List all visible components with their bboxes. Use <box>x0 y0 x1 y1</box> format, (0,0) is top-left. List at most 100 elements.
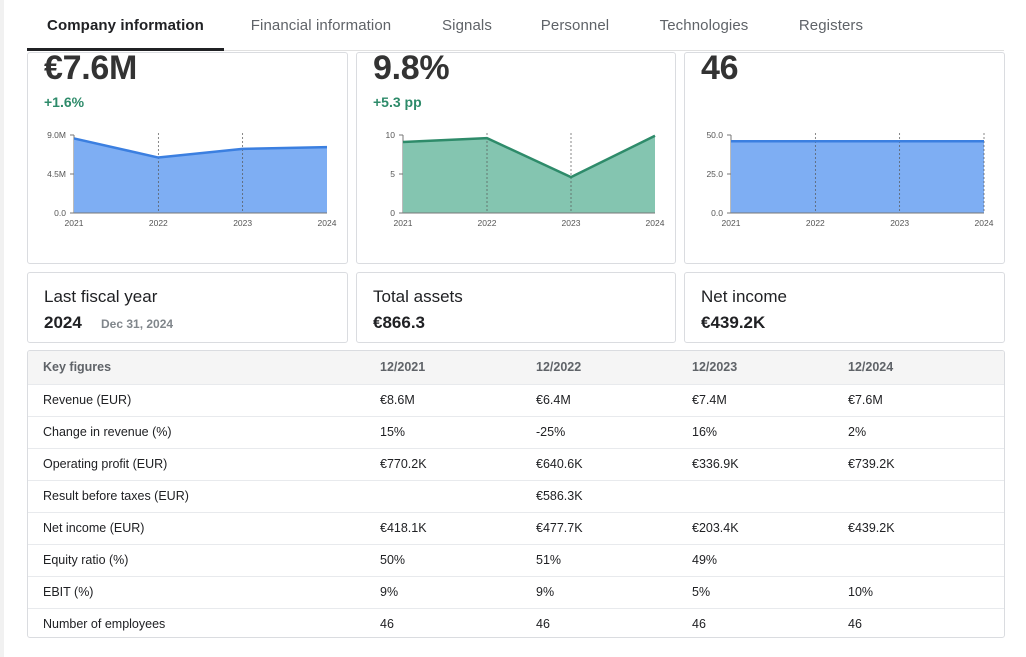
table-cell: €477.7K <box>536 511 692 544</box>
column-header: 12/2022 <box>536 360 582 375</box>
ebit-metric-card: 9.8% +5.3 pp 10 5 0 2021 2022 2023 2024 <box>356 52 676 264</box>
table-cell: 2% <box>848 415 1004 448</box>
table-row: Operating profit (EUR) €770.2K €640.6K €336… <box>28 447 1004 480</box>
x-tick-label: 2022 <box>149 218 168 228</box>
x-tick-label: 2024 <box>975 218 994 228</box>
metric-value: €7.6M <box>44 52 137 87</box>
table-cell: -25% <box>536 415 692 448</box>
tab-signals[interactable]: Signals <box>442 16 492 34</box>
y-tick-label: 5 <box>390 169 395 179</box>
table-row: Net income (EUR) €418.1K €477.7K €203.4K €43… <box>28 511 1004 544</box>
table-cell <box>380 479 536 512</box>
x-tick-label: 2023 <box>890 218 909 228</box>
y-tick-label: 25.0 <box>706 169 723 179</box>
info-value: 2024 <box>44 313 82 332</box>
tab-financial-information[interactable]: Financial information <box>250 16 392 34</box>
table-cell: 16% <box>692 415 848 448</box>
key-figures-table-card: Key figures 12/2021 12/2022 12/2023 12/2… <box>27 350 1005 638</box>
row-label: Revenue (EUR) <box>28 383 380 416</box>
table-row: EBIT (%) 9% 9% 5% 10% <box>28 575 1004 608</box>
table-cell <box>848 479 1004 512</box>
series-area <box>403 135 655 213</box>
column-header: 12/2024 <box>848 360 894 375</box>
table-cell: €770.2K <box>380 447 536 480</box>
active-tab-indicator <box>27 48 224 51</box>
row-label: Result before taxes (EUR) <box>28 479 380 512</box>
row-label: Change in revenue (%) <box>28 415 380 448</box>
table-cell: €439.2K <box>848 511 1004 544</box>
table-cell: 9% <box>380 575 536 608</box>
y-tick-label: 10 <box>386 130 396 140</box>
x-tick-label: 2022 <box>806 218 825 228</box>
x-tick-label: 2024 <box>646 218 665 228</box>
x-tick-label: 2024 <box>318 218 337 228</box>
table-cell <box>692 479 848 512</box>
table-row: Change in revenue (%) 15% -25% 16% 2% <box>28 415 1004 448</box>
series-area <box>74 138 327 213</box>
employees-metric-card: 46 50.0 25.0 0.0 2021 2022 2023 2024 <box>684 52 1005 264</box>
column-header: Key figures <box>43 360 112 375</box>
table-cell: €418.1K <box>380 511 536 544</box>
total-assets-card: Total assets €866.3 <box>356 272 676 343</box>
key-figures-table: Key figures 12/2021 12/2022 12/2023 12/2… <box>28 351 1004 637</box>
x-tick-label: 2022 <box>478 218 497 228</box>
series-line <box>73 137 328 159</box>
x-tick-label: 2021 <box>394 218 413 228</box>
table-cell: €203.4K <box>692 511 848 544</box>
y-tick-label: 9.0M <box>47 130 66 140</box>
table-cell: €336.9K <box>692 447 848 480</box>
metric-change: +1.6% <box>44 94 85 110</box>
table-cell: 50% <box>380 543 536 576</box>
x-tick-label: 2023 <box>562 218 581 228</box>
tab-company-information[interactable]: Company information <box>47 16 204 34</box>
table-row: Result before taxes (EUR) €586.3K <box>28 479 1004 512</box>
y-tick-label: 50.0 <box>706 130 723 140</box>
table-row: Revenue (EUR) €8.6M €6.4M €7.4M €7.6M <box>28 383 1004 416</box>
fiscal-year-end-date: Dec 31, 2024 <box>101 317 174 331</box>
table-cell: 15% <box>380 415 536 448</box>
table-cell: €586.3K <box>536 479 692 512</box>
x-tick-label: 2023 <box>233 218 252 228</box>
x-tick-label: 2021 <box>65 218 84 228</box>
info-value: €439.2K <box>701 313 766 332</box>
y-tick-label: 0.0 <box>54 208 66 218</box>
table-cell: €8.6M <box>380 383 536 416</box>
info-label: Net income <box>701 287 787 306</box>
info-label: Total assets <box>373 287 463 306</box>
tab-bar: Company information Financial informatio… <box>27 0 1004 51</box>
column-header: 12/2023 <box>692 360 738 375</box>
table-header-row: Key figures 12/2021 12/2022 12/2023 12/2… <box>28 351 1004 384</box>
table-cell: €7.6M <box>848 383 1004 416</box>
tab-registers[interactable]: Registers <box>798 16 864 34</box>
metric-change: +5.3 pp <box>373 94 422 110</box>
row-label: Net income (EUR) <box>28 511 380 544</box>
table-row: Equity ratio (%) 50% 51% 49% <box>28 543 1004 576</box>
row-label: Number of employees <box>28 607 380 637</box>
row-label: Equity ratio (%) <box>28 543 380 576</box>
table-cell: 10% <box>848 575 1004 608</box>
table-cell: 46 <box>380 607 536 637</box>
net-income-card: Net income €439.2K <box>684 272 1005 343</box>
tab-technologies[interactable]: Technologies <box>659 16 749 34</box>
table-cell: 5% <box>692 575 848 608</box>
table-row: Number of employees 46 46 46 46 <box>28 607 1004 637</box>
metric-value: 46 <box>701 52 739 87</box>
metric-value: 9.8% <box>373 52 450 87</box>
table-cell: €739.2K <box>848 447 1004 480</box>
table-cell <box>848 543 1004 576</box>
y-tick-label: 0 <box>390 208 395 218</box>
revenue-metric-card: €7.6M +1.6% 9.0M 4.5M 0.0 2021 2022 2023 2024 <box>27 52 348 264</box>
table-cell: 46 <box>536 607 692 637</box>
table-cell: 49% <box>692 543 848 576</box>
tab-personnel[interactable]: Personnel <box>540 16 610 34</box>
table-cell: 9% <box>536 575 692 608</box>
row-label: EBIT (%) <box>28 575 380 608</box>
column-header: 12/2021 <box>380 360 426 375</box>
table-cell: 46 <box>692 607 848 637</box>
info-label: Last fiscal year <box>44 287 158 306</box>
last-fiscal-year-card: Last fiscal year 2024 Dec 31, 2024 <box>27 272 348 343</box>
